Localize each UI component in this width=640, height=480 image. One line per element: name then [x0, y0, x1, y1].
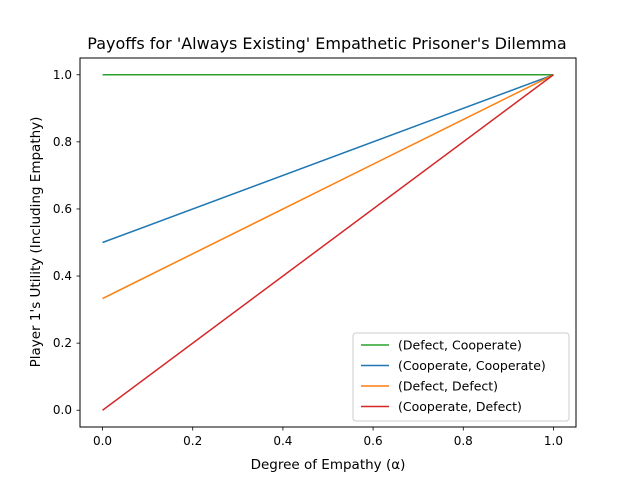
y-tick-label: 0.0	[53, 403, 72, 417]
series-line-4	[102, 74, 554, 411]
y-tick-label: 0.6	[53, 202, 72, 216]
x-tick-label: 0.8	[454, 434, 473, 448]
y-tick-label: 0.4	[53, 269, 72, 283]
y-tick-label: 0.2	[53, 336, 72, 350]
y-axis-ticks: 0.0 0.2 0.4 0.6 0.8 1.0	[53, 68, 80, 417]
series-layer	[102, 74, 554, 411]
x-axis-label: Degree of Empathy (α)	[251, 457, 406, 473]
x-tick-label: 1.0	[544, 434, 563, 448]
x-tick-label: 0.6	[364, 434, 383, 448]
legend-label-4: (Cooperate, Defect)	[398, 399, 522, 414]
x-tick-label: 0.0	[93, 434, 112, 448]
y-axis-label: Player 1's Utility (Including Empathy)	[28, 117, 44, 368]
chart-title: Payoffs for 'Always Existing' Empathetic…	[87, 34, 566, 53]
plot-frame	[79, 57, 577, 428]
series-line-2	[102, 74, 554, 244]
legend-frame	[352, 332, 570, 422]
series-line-3	[102, 74, 554, 300]
legend-label-1: (Defect, Cooperate)	[398, 338, 522, 353]
y-tick-label: 0.8	[53, 135, 72, 149]
legend-label-2: (Cooperate, Cooperate)	[398, 358, 546, 373]
y-tick-label: 1.0	[53, 68, 72, 82]
legend: (Defect, Cooperate) (Cooperate, Cooperate…	[352, 332, 570, 422]
plot-area: 0.0 0.2 0.4 0.6 0.8 1.0 0.0 0.2 0.4 0.6 0.8 1.0	[53, 57, 577, 448]
x-axis-ticks: 0.0 0.2 0.4 0.6 0.8 1.0	[93, 427, 563, 448]
legend-label-3: (Defect, Defect)	[398, 379, 498, 394]
x-tick-label: 0.2	[183, 434, 202, 448]
legend-items: (Defect, Cooperate) (Cooperate, Cooperate…	[361, 338, 546, 414]
x-tick-label: 0.4	[273, 434, 292, 448]
